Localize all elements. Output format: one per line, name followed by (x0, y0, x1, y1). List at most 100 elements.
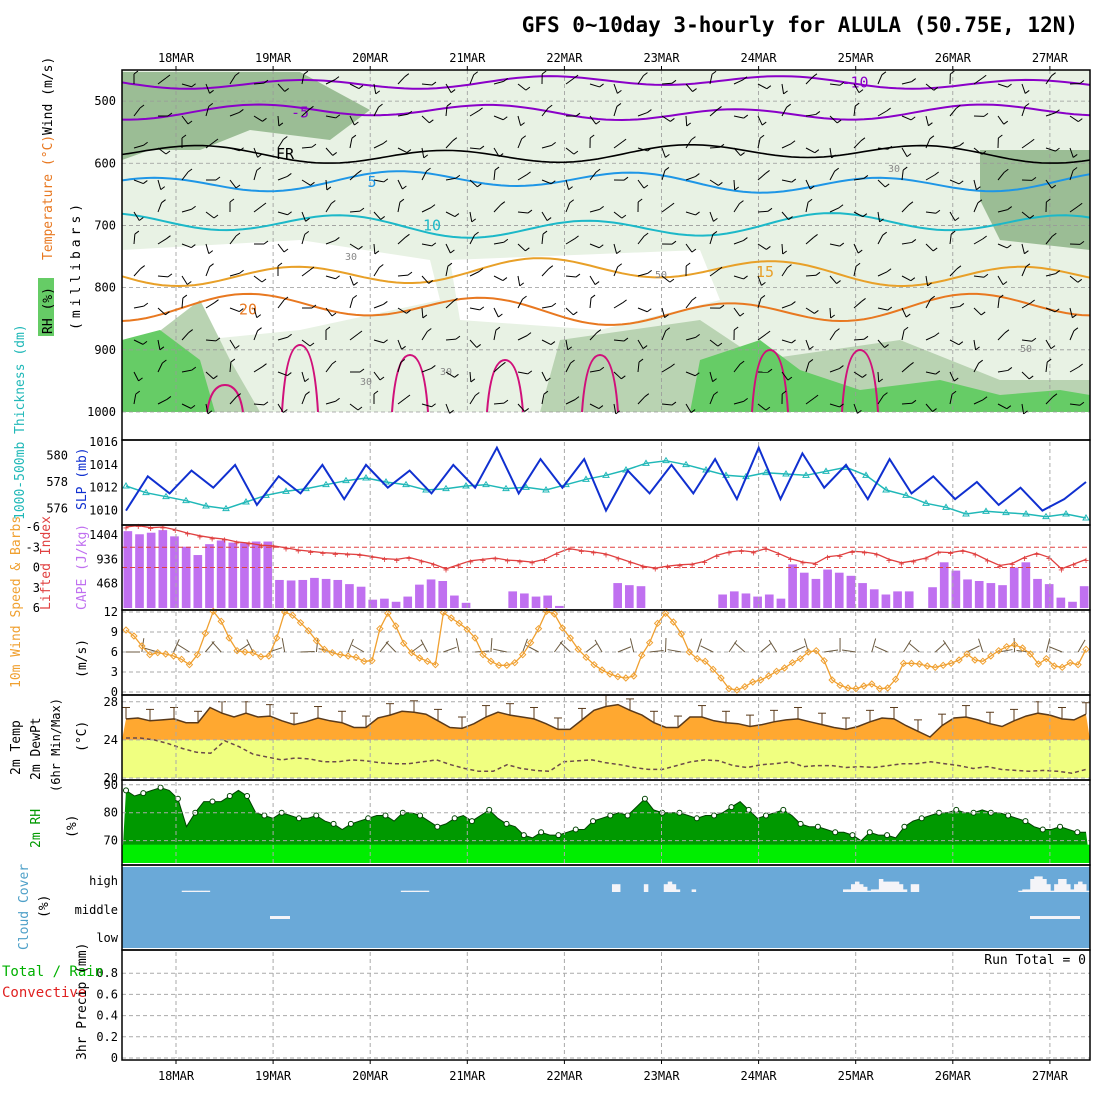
wind-barb (877, 110, 887, 117)
wind-barb-flag (783, 90, 788, 95)
wind-barb-flag (1072, 314, 1077, 319)
wind-barb (325, 363, 333, 373)
date-label-bottom: 23MAR (643, 1069, 680, 1083)
wind-barb-flag (207, 410, 213, 415)
wind-barb (853, 301, 862, 309)
wind-barb-flag (598, 244, 604, 249)
wind-speed-point (923, 662, 932, 670)
thickness-point (442, 484, 450, 492)
wind-barb-flag (551, 142, 556, 146)
wind-barb (229, 235, 237, 245)
wind-barb-flag (402, 185, 407, 190)
wind-barb-flag (599, 83, 604, 88)
y-tick-label: 1000 (87, 405, 116, 419)
isotherm-label: 20 (239, 300, 257, 318)
thickness-point (502, 484, 510, 492)
wind-barb (493, 80, 504, 85)
li-tick-label: -3 (26, 540, 40, 554)
wind-barb (973, 399, 984, 405)
wind-barb (205, 403, 209, 414)
wind-speed-point (1050, 662, 1058, 670)
wind-barb (685, 83, 693, 92)
wind-barb-flag (686, 122, 691, 127)
wind-barb (781, 243, 784, 255)
wind-speed-point (193, 650, 202, 659)
li-line (125, 524, 1087, 570)
date-label-top: 27MAR (1032, 51, 1069, 65)
wind-barb-flag (857, 249, 863, 254)
wind-barb (973, 238, 983, 245)
wind-barb (1045, 112, 1056, 117)
wind-barb (421, 207, 432, 213)
wind-barb (349, 115, 355, 126)
wind-barb-flag (330, 200, 336, 204)
wind-barb (589, 298, 592, 309)
wind-barb-10m (347, 638, 354, 653)
wind-barb-10m (934, 642, 946, 653)
wind-barb (1069, 403, 1080, 406)
wind-barb-flag (812, 73, 818, 78)
wind-speed-point (352, 653, 360, 662)
wind-barb-flag (886, 107, 891, 112)
li-point: + (258, 541, 264, 552)
wind-barb-flag (598, 405, 604, 409)
wind-speed-point (447, 614, 455, 622)
wind-barb (253, 170, 258, 181)
isotherm-label: -10 (841, 73, 868, 91)
wind-barb-flag (311, 143, 317, 148)
side-label-millibars: (millibars) (69, 200, 84, 330)
wind-barb (997, 369, 1008, 373)
wind-barb-flag (283, 248, 289, 253)
wind-barb (541, 339, 552, 345)
wind-barb (637, 272, 648, 277)
wind-speed-point (598, 666, 606, 674)
wind-barb-flag (862, 213, 868, 218)
wind-barb-10m (768, 639, 778, 653)
li-point: + (135, 522, 141, 533)
wind-speed-point (828, 676, 836, 684)
wind-speed-point (487, 657, 495, 666)
wind-barb-flag (548, 265, 554, 270)
wind-barb (805, 113, 816, 117)
wind-tick-label: 12 (104, 605, 118, 619)
temp-fill (122, 704, 1090, 740)
wind-barb (301, 179, 311, 186)
wind-barb-flag (599, 206, 604, 210)
wind-barb (133, 339, 144, 345)
isotherm-25-loop (841, 348, 879, 413)
wind-speed-point (201, 629, 210, 638)
wind-barb (469, 179, 478, 188)
wind-barb (445, 211, 456, 217)
side-label-cloud: Cloud Cover (17, 864, 32, 950)
wind-barb (349, 172, 358, 181)
wind-barb-flag (287, 333, 292, 338)
wind-barb-10m (141, 638, 145, 653)
wind-barb-flag (761, 121, 767, 126)
thickness-point (362, 474, 370, 481)
wind-speed-point (622, 674, 630, 682)
wind-barb-flag (429, 119, 434, 124)
isotherm-25-loop (581, 353, 619, 413)
wind-barb-flag (527, 209, 533, 214)
wind-barb-flag (282, 409, 288, 413)
li-point: + (788, 555, 794, 566)
wind-barb-flag (983, 112, 989, 117)
wind-barb-flag (694, 372, 700, 377)
wind-barb (589, 171, 597, 181)
wind-speed-point (931, 663, 939, 672)
li-point: + (911, 557, 917, 568)
wind-barb-flag (977, 199, 983, 204)
wind-speed-point (217, 617, 225, 626)
wind-barb (901, 275, 912, 282)
wind-barb-flag (331, 312, 337, 317)
wind-barb (541, 394, 545, 405)
wind-barb-flag (695, 211, 700, 216)
wind-barb (901, 204, 910, 213)
wind-barb-flag (734, 186, 739, 191)
wind-barb (397, 397, 407, 405)
wind-barb (469, 110, 479, 117)
wind-barb (853, 403, 858, 414)
wind-barb-flag (669, 202, 675, 207)
cloud-tick-label: middle (75, 903, 118, 917)
